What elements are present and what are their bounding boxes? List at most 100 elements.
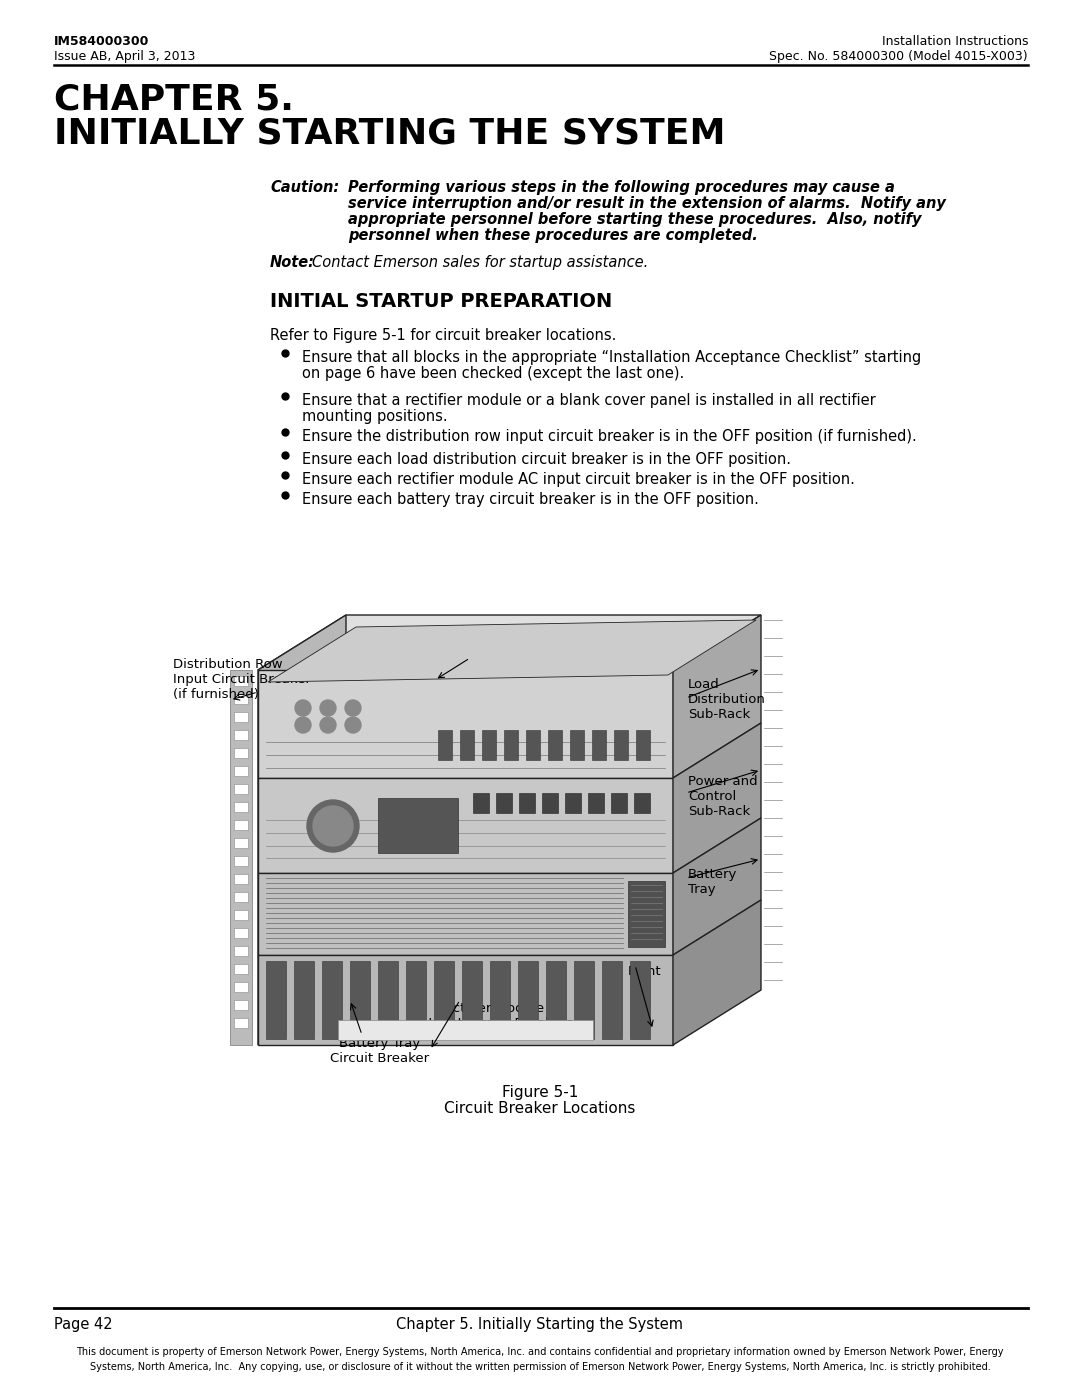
Polygon shape xyxy=(615,731,627,760)
Polygon shape xyxy=(378,961,399,1039)
Text: This document is property of Emerson Network Power, Energy Systems, North Americ: This document is property of Emerson Net… xyxy=(77,1347,1003,1356)
Text: Spec. No. 584000300 (Model 4015-X003): Spec. No. 584000300 (Model 4015-X003) xyxy=(769,50,1028,63)
Polygon shape xyxy=(258,873,673,956)
Text: mounting positions.: mounting positions. xyxy=(302,409,447,425)
Text: service interruption and/or result in the extension of alarms.  Notify any: service interruption and/or result in th… xyxy=(348,196,946,211)
Bar xyxy=(234,747,248,759)
Polygon shape xyxy=(490,961,510,1039)
Bar xyxy=(234,676,248,686)
Text: (if furnished): (if furnished) xyxy=(173,687,259,701)
Polygon shape xyxy=(673,900,761,1045)
Text: Circuit Breakers: Circuit Breakers xyxy=(437,640,543,652)
Polygon shape xyxy=(602,961,622,1039)
Bar xyxy=(234,731,248,740)
Circle shape xyxy=(320,717,336,733)
Bar xyxy=(234,784,248,793)
Bar xyxy=(234,946,248,956)
Text: Refer to Figure 5-1 for circuit breaker locations.: Refer to Figure 5-1 for circuit breaker … xyxy=(270,328,617,344)
Text: Sub-Rack: Sub-Rack xyxy=(688,805,751,819)
Circle shape xyxy=(295,717,311,733)
Polygon shape xyxy=(350,961,370,1039)
Polygon shape xyxy=(258,615,761,671)
Bar xyxy=(234,802,248,812)
Text: AC Input Circuit Breakers: AC Input Circuit Breakers xyxy=(406,1017,573,1030)
Bar xyxy=(234,838,248,848)
Text: Figure 5-1: Figure 5-1 xyxy=(502,1085,578,1099)
Bar xyxy=(234,712,248,722)
Polygon shape xyxy=(258,956,673,1045)
Circle shape xyxy=(320,700,336,717)
Polygon shape xyxy=(258,778,673,873)
Text: Ensure that a rectifier module or a blank cover panel is installed in all rectif: Ensure that a rectifier module or a blan… xyxy=(302,393,876,408)
Polygon shape xyxy=(266,961,286,1039)
Text: Control: Control xyxy=(688,789,737,803)
Text: Power and: Power and xyxy=(688,775,758,788)
Text: Issue AB, April 3, 2013: Issue AB, April 3, 2013 xyxy=(54,50,195,63)
Polygon shape xyxy=(322,961,342,1039)
Polygon shape xyxy=(460,731,474,760)
Text: Front: Front xyxy=(627,965,662,978)
Polygon shape xyxy=(526,731,540,760)
Text: Ensure the distribution row input circuit breaker is in the OFF position (if fur: Ensure the distribution row input circui… xyxy=(302,429,917,444)
Text: IM584000300: IM584000300 xyxy=(54,35,149,47)
Polygon shape xyxy=(268,620,756,682)
Circle shape xyxy=(345,717,361,733)
Text: Load Distribution: Load Distribution xyxy=(433,624,546,638)
Polygon shape xyxy=(519,793,535,813)
Polygon shape xyxy=(573,961,594,1039)
Text: INITIAL STARTUP PREPARATION: INITIAL STARTUP PREPARATION xyxy=(270,292,612,312)
Text: Installation Instructions: Installation Instructions xyxy=(881,35,1028,47)
Polygon shape xyxy=(611,793,627,813)
Polygon shape xyxy=(504,731,518,760)
Polygon shape xyxy=(462,961,482,1039)
Text: Contact Emerson sales for startup assistance.: Contact Emerson sales for startup assist… xyxy=(312,256,648,270)
Bar xyxy=(234,909,248,921)
Text: Tray: Tray xyxy=(688,883,716,895)
Text: Ensure that all blocks in the appropriate “Installation Acceptance Checklist” st: Ensure that all blocks in the appropriat… xyxy=(302,351,921,365)
Bar xyxy=(234,964,248,974)
Circle shape xyxy=(295,700,311,717)
Polygon shape xyxy=(258,671,673,778)
Text: Page 42: Page 42 xyxy=(54,1317,112,1331)
Text: CHAPTER 5.: CHAPTER 5. xyxy=(54,82,294,116)
Bar xyxy=(234,928,248,937)
Polygon shape xyxy=(338,1020,593,1039)
Polygon shape xyxy=(546,961,566,1039)
Text: Ensure each load distribution circuit breaker is in the OFF position.: Ensure each load distribution circuit br… xyxy=(302,453,791,467)
Polygon shape xyxy=(518,961,538,1039)
Circle shape xyxy=(313,806,353,847)
Bar xyxy=(234,820,248,830)
Polygon shape xyxy=(634,793,650,813)
Polygon shape xyxy=(406,961,426,1039)
Polygon shape xyxy=(565,793,581,813)
Polygon shape xyxy=(258,615,346,1045)
Text: Distribution Row: Distribution Row xyxy=(173,658,283,671)
Polygon shape xyxy=(673,724,761,873)
Text: Sub-Rack: Sub-Rack xyxy=(688,708,751,721)
Bar xyxy=(234,856,248,866)
Circle shape xyxy=(307,800,359,852)
Text: Ensure each battery tray circuit breaker is in the OFF position.: Ensure each battery tray circuit breaker… xyxy=(302,492,759,507)
Bar xyxy=(234,982,248,992)
Bar xyxy=(234,766,248,775)
Text: INITIALLY STARTING THE SYSTEM: INITIALLY STARTING THE SYSTEM xyxy=(54,116,726,149)
Circle shape xyxy=(345,700,361,717)
Polygon shape xyxy=(496,793,512,813)
Text: Performing various steps in the following procedures may cause a: Performing various steps in the followin… xyxy=(348,180,895,196)
Polygon shape xyxy=(592,731,606,760)
Polygon shape xyxy=(548,731,562,760)
Text: Distribution: Distribution xyxy=(688,693,766,705)
Text: Circuit Breaker Locations: Circuit Breaker Locations xyxy=(444,1101,636,1116)
Text: Input Circuit Breaker: Input Circuit Breaker xyxy=(173,673,311,686)
Bar xyxy=(234,1018,248,1028)
Polygon shape xyxy=(570,731,584,760)
Bar xyxy=(234,893,248,902)
Polygon shape xyxy=(294,961,314,1039)
Text: on page 6 have been checked (except the last one).: on page 6 have been checked (except the … xyxy=(302,366,685,381)
Polygon shape xyxy=(434,961,454,1039)
Polygon shape xyxy=(378,798,458,854)
Polygon shape xyxy=(636,731,650,760)
Text: appropriate personnel before starting these procedures.  Also, notify: appropriate personnel before starting th… xyxy=(348,212,921,226)
Text: Load: Load xyxy=(688,678,719,692)
Polygon shape xyxy=(627,882,665,947)
